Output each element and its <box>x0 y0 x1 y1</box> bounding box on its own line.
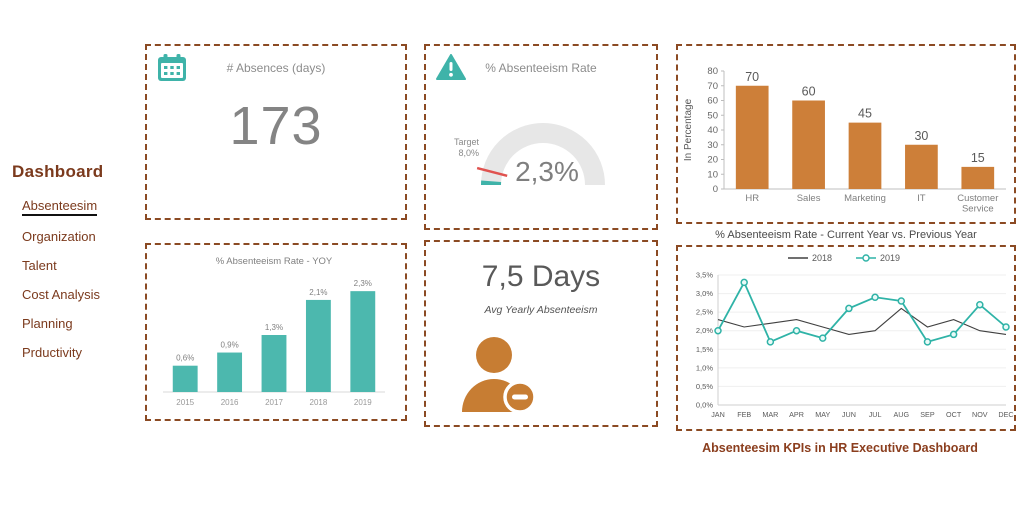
rate-label: % Absenteeism Rate <box>485 61 597 75</box>
svg-text:MAR: MAR <box>762 410 778 419</box>
svg-text:HR: HR <box>745 193 759 204</box>
svg-text:Marketing: Marketing <box>844 193 886 204</box>
svg-text:JUL: JUL <box>869 410 882 419</box>
sidebar-item-prductivity[interactable]: Prductivity <box>22 345 82 360</box>
svg-text:Sales: Sales <box>797 193 821 204</box>
svg-text:30: 30 <box>914 129 928 143</box>
svg-text:15: 15 <box>971 151 985 165</box>
dept-chart-caption: % Absenteeism Rate - Current Year vs. Pr… <box>715 229 977 241</box>
svg-text:0,9%: 0,9% <box>220 341 238 350</box>
absences-label: # Absences (days) <box>226 61 326 75</box>
svg-text:1,5%: 1,5% <box>696 345 713 354</box>
svg-text:NOV: NOV <box>972 410 988 419</box>
svg-text:80: 80 <box>707 66 718 77</box>
svg-text:Service: Service <box>962 204 994 215</box>
svg-text:2,5%: 2,5% <box>696 308 713 317</box>
warning-icon <box>436 54 466 86</box>
absences-value: 173 <box>229 96 323 156</box>
svg-text:JUN: JUN <box>842 410 856 419</box>
svg-text:10: 10 <box>707 169 718 180</box>
dashboard-caption: Absenteesim KPIs in HR Executive Dashboa… <box>702 441 978 455</box>
sidebar-item-organization[interactable]: Organization <box>22 229 96 244</box>
sidebar-item-cost-analysis[interactable]: Cost Analysis <box>22 287 101 302</box>
rate-gauge-panel: % Absenteeism Rate Target 8,0% 2,3% <box>424 44 658 230</box>
gauge-chart: 2,3% <box>441 85 641 198</box>
svg-text:IT: IT <box>917 193 926 204</box>
svg-text:70: 70 <box>707 81 718 92</box>
svg-text:20: 20 <box>707 155 718 166</box>
svg-text:1,0%: 1,0% <box>696 363 713 372</box>
dept-bar-chart: 0 10 20 30 40 50 60 70 80 70 HR 60 Sales 45 Marketing 3… <box>678 49 1014 226</box>
svg-text:APR: APR <box>789 410 804 419</box>
svg-text:70: 70 <box>745 70 759 84</box>
monthly-line-chart: 2018 2019 0,0% 0,5% 1,0% 1,5% 2,0% 2,5% 3,0% 3,5%… <box>678 249 1014 434</box>
svg-text:2015: 2015 <box>176 398 194 407</box>
svg-text:DEC: DEC <box>998 410 1013 419</box>
svg-text:2016: 2016 <box>221 398 239 407</box>
svg-text:0,5%: 0,5% <box>696 382 713 391</box>
svg-text:2018: 2018 <box>310 398 328 407</box>
svg-text:60: 60 <box>707 96 718 107</box>
svg-text:30: 30 <box>707 140 718 151</box>
svg-text:60: 60 <box>802 85 816 99</box>
svg-text:SEP: SEP <box>920 410 935 419</box>
svg-text:2,3%: 2,3% <box>354 279 372 288</box>
svg-text:40: 40 <box>707 125 718 136</box>
absences-kpi-panel: # Absences (days) 173 <box>145 44 407 220</box>
svg-text:2,3%: 2,3% <box>515 156 579 187</box>
avg-days-label: Avg Yearly Absenteeism <box>484 304 598 316</box>
sidebar-item-absenteesim[interactable]: Absenteesim <box>22 198 137 216</box>
svg-text:FEB: FEB <box>737 410 751 419</box>
svg-text:OCT: OCT <box>946 410 962 419</box>
svg-text:Customer: Customer <box>957 193 998 204</box>
svg-text:3,0%: 3,0% <box>696 289 713 298</box>
svg-text:2019: 2019 <box>354 398 372 407</box>
svg-text:In Percentage: In Percentage <box>683 98 694 161</box>
yoy-bar-panel: % Absenteeism Rate - YOY 0,6% 2015 0,9% 2016… <box>145 243 407 421</box>
svg-text:50: 50 <box>707 110 718 121</box>
calendar-icon <box>157 54 187 87</box>
avg-days-panel: 7,5 Days Avg Yearly Absenteeism <box>424 240 658 427</box>
gauge-target-label: Target 8,0% <box>453 137 479 159</box>
svg-text:45: 45 <box>858 107 872 121</box>
svg-text:0,6%: 0,6% <box>176 354 194 363</box>
gauge-wrap: Target 8,0% 2,3% <box>441 85 641 198</box>
svg-text:% Absenteeism Rate - YOY: % Absenteeism Rate - YOY <box>216 256 333 267</box>
svg-text:2019: 2019 <box>880 253 900 263</box>
svg-text:3,5%: 3,5% <box>696 271 713 280</box>
svg-text:AUG: AUG <box>893 410 909 419</box>
svg-text:MAY: MAY <box>815 410 830 419</box>
person-minus-icon <box>458 334 542 423</box>
svg-text:2,0%: 2,0% <box>696 326 713 335</box>
monthly-line-panel: 2018 2019 0,0% 0,5% 1,0% 1,5% 2,0% 2,5% 3,0% 3,5%… <box>676 245 1016 431</box>
sidebar-item-planning[interactable]: Planning <box>22 316 73 331</box>
yoy-bar-chart: % Absenteeism Rate - YOY 0,6% 2015 0,9% 2016… <box>147 250 405 421</box>
sidebar-item-talent[interactable]: Talent <box>22 258 57 273</box>
sidebar-title: Dashboard <box>12 162 104 181</box>
dept-bar-panel: 0 10 20 30 40 50 60 70 80 70 HR 60 Sales 45 Marketing 3… <box>676 44 1016 224</box>
svg-text:0,0%: 0,0% <box>696 401 713 410</box>
svg-text:2017: 2017 <box>265 398 283 407</box>
sidebar: Dashboard Absenteesim Organization Talen… <box>12 162 137 374</box>
svg-text:2018: 2018 <box>812 253 832 263</box>
svg-text:1,3%: 1,3% <box>265 323 283 332</box>
svg-text:JAN: JAN <box>711 410 725 419</box>
svg-text:2,1%: 2,1% <box>309 288 327 297</box>
svg-text:0: 0 <box>713 184 718 195</box>
avg-days-value: 7,5 Days <box>481 260 601 293</box>
